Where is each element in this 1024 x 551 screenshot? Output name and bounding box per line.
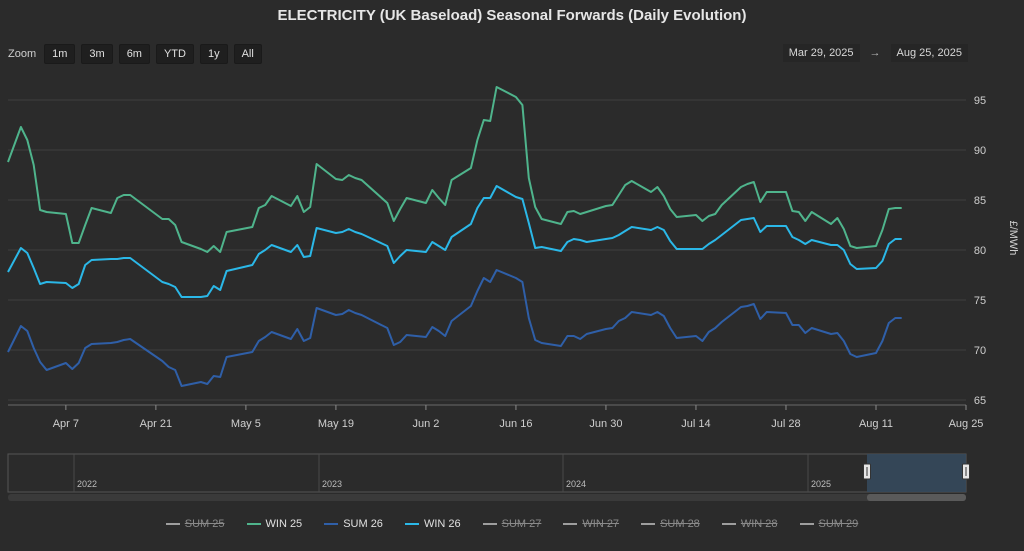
zoom-3m-button[interactable]: 3m <box>81 44 113 64</box>
range-from-input[interactable]: Mar 29, 2025 <box>782 44 860 62</box>
zoom-1m-button[interactable]: 1m <box>44 44 76 64</box>
series-line-win-25[interactable] <box>7 86 902 253</box>
legend-swatch <box>563 523 578 525</box>
y-tick-label: 65 <box>974 395 986 407</box>
legend-swatch <box>246 523 261 525</box>
legend-label: SUM 28 <box>660 518 700 530</box>
x-axis: Apr 7 Apr 21 May 5 May 19 Jun 2 Jun 16 Jun 30 J… <box>53 405 984 430</box>
navigator-scrollbar-track[interactable] <box>8 494 966 501</box>
navigator-year-label: 2022 <box>77 479 97 489</box>
zoom-ytd-button[interactable]: YTD <box>155 44 194 64</box>
navigator-year-label: 2023 <box>322 479 342 489</box>
legend-label: WIN 26 <box>423 518 461 530</box>
legend-swatch <box>324 523 339 525</box>
legend-item-win-26[interactable]: WIN 26 <box>404 518 461 530</box>
date-range: Mar 29, 2025 → Aug 25, 2025 <box>782 44 968 62</box>
legend-swatch <box>721 523 736 525</box>
navigator-scrollbar-thumb[interactable] <box>867 494 966 501</box>
zoom-6m-button[interactable]: 6m <box>118 44 150 64</box>
navigator-year-label: 2024 <box>566 479 586 489</box>
zoom-1y-button[interactable]: 1y <box>199 44 228 64</box>
legend-label: SUM 27 <box>501 518 542 530</box>
x-tick-label: Jun 16 <box>499 418 532 430</box>
legend-item-win-27[interactable]: WIN 27 <box>563 518 619 530</box>
legend-label: SUM 26 <box>343 518 383 530</box>
x-tick-label: Jul 28 <box>771 418 800 430</box>
legend-label: WIN 28 <box>740 518 778 530</box>
legend-item-sum-25[interactable]: SUM 25 <box>165 518 225 530</box>
x-tick-label: Apr 21 <box>140 418 172 430</box>
navigator[interactable]: 2022 2023 2024 2025 <box>7 453 970 501</box>
series-line-win-26[interactable] <box>7 185 902 298</box>
x-tick-label: Jun 30 <box>589 418 622 430</box>
x-tick-label: Apr 7 <box>53 418 79 430</box>
x-tick-label: Aug 25 <box>949 418 984 430</box>
chart-title: ELECTRICITY (UK Baseload) Seasonal Forwa… <box>277 7 747 24</box>
zoom-all-button[interactable]: All <box>233 44 262 64</box>
zoom-bar: Zoom 1m 3m 6m YTD 1y All <box>8 44 262 64</box>
legend-item-sum-26[interactable]: SUM 26 <box>324 518 383 530</box>
y-tick-label: 70 <box>974 345 986 357</box>
legend-item-win-25[interactable]: WIN 25 <box>246 518 303 530</box>
y-tick-label: 95 <box>974 95 986 107</box>
legend-swatch <box>165 523 180 525</box>
legend-item-sum-27[interactable]: SUM 27 <box>482 518 542 530</box>
legend-label: SUM 29 <box>818 518 859 530</box>
range-arrow: → <box>869 47 881 59</box>
y-tick-label: 80 <box>974 245 986 257</box>
legend-item-sum-29[interactable]: SUM 29 <box>799 518 859 530</box>
legend-label: WIN 25 <box>265 518 303 530</box>
zoom-label: Zoom <box>8 48 37 60</box>
navigator-year-label: 2025 <box>811 479 831 489</box>
x-tick-label: Jul 14 <box>681 418 710 430</box>
legend-swatch <box>482 523 497 525</box>
legend-label: WIN 27 <box>582 518 620 530</box>
legend-item-sum-28[interactable]: SUM 28 <box>641 518 700 530</box>
range-to-input[interactable]: Aug 25, 2025 <box>890 44 968 62</box>
x-tick-label: May 5 <box>231 418 261 430</box>
grid-lines <box>8 99 966 406</box>
legend-swatch <box>799 523 814 525</box>
y-axis: 65 70 75 80 85 90 95 <box>974 95 986 407</box>
y-tick-label: 85 <box>974 195 986 207</box>
x-tick-label: May 19 <box>318 418 354 430</box>
x-tick-label: Jun 2 <box>412 418 439 430</box>
series-lines <box>7 86 902 387</box>
navigator-selection[interactable] <box>867 454 966 492</box>
x-tick-label: Aug 11 <box>859 418 893 430</box>
legend-swatch <box>404 523 419 525</box>
legend: SUM 25 WIN 25 SUM 26 WIN 26 SUM 27 WIN 27 SUM … <box>0 518 1024 530</box>
series-line-sum-26[interactable] <box>7 269 902 387</box>
y-axis-label: £/MWh <box>1007 221 1019 256</box>
legend-label: SUM 25 <box>184 518 225 530</box>
navigator-track <box>7 453 967 493</box>
legend-swatch <box>641 523 656 525</box>
legend-item-win-28[interactable]: WIN 28 <box>721 518 778 530</box>
y-tick-label: 75 <box>974 295 986 307</box>
y-tick-label: 90 <box>974 145 986 157</box>
